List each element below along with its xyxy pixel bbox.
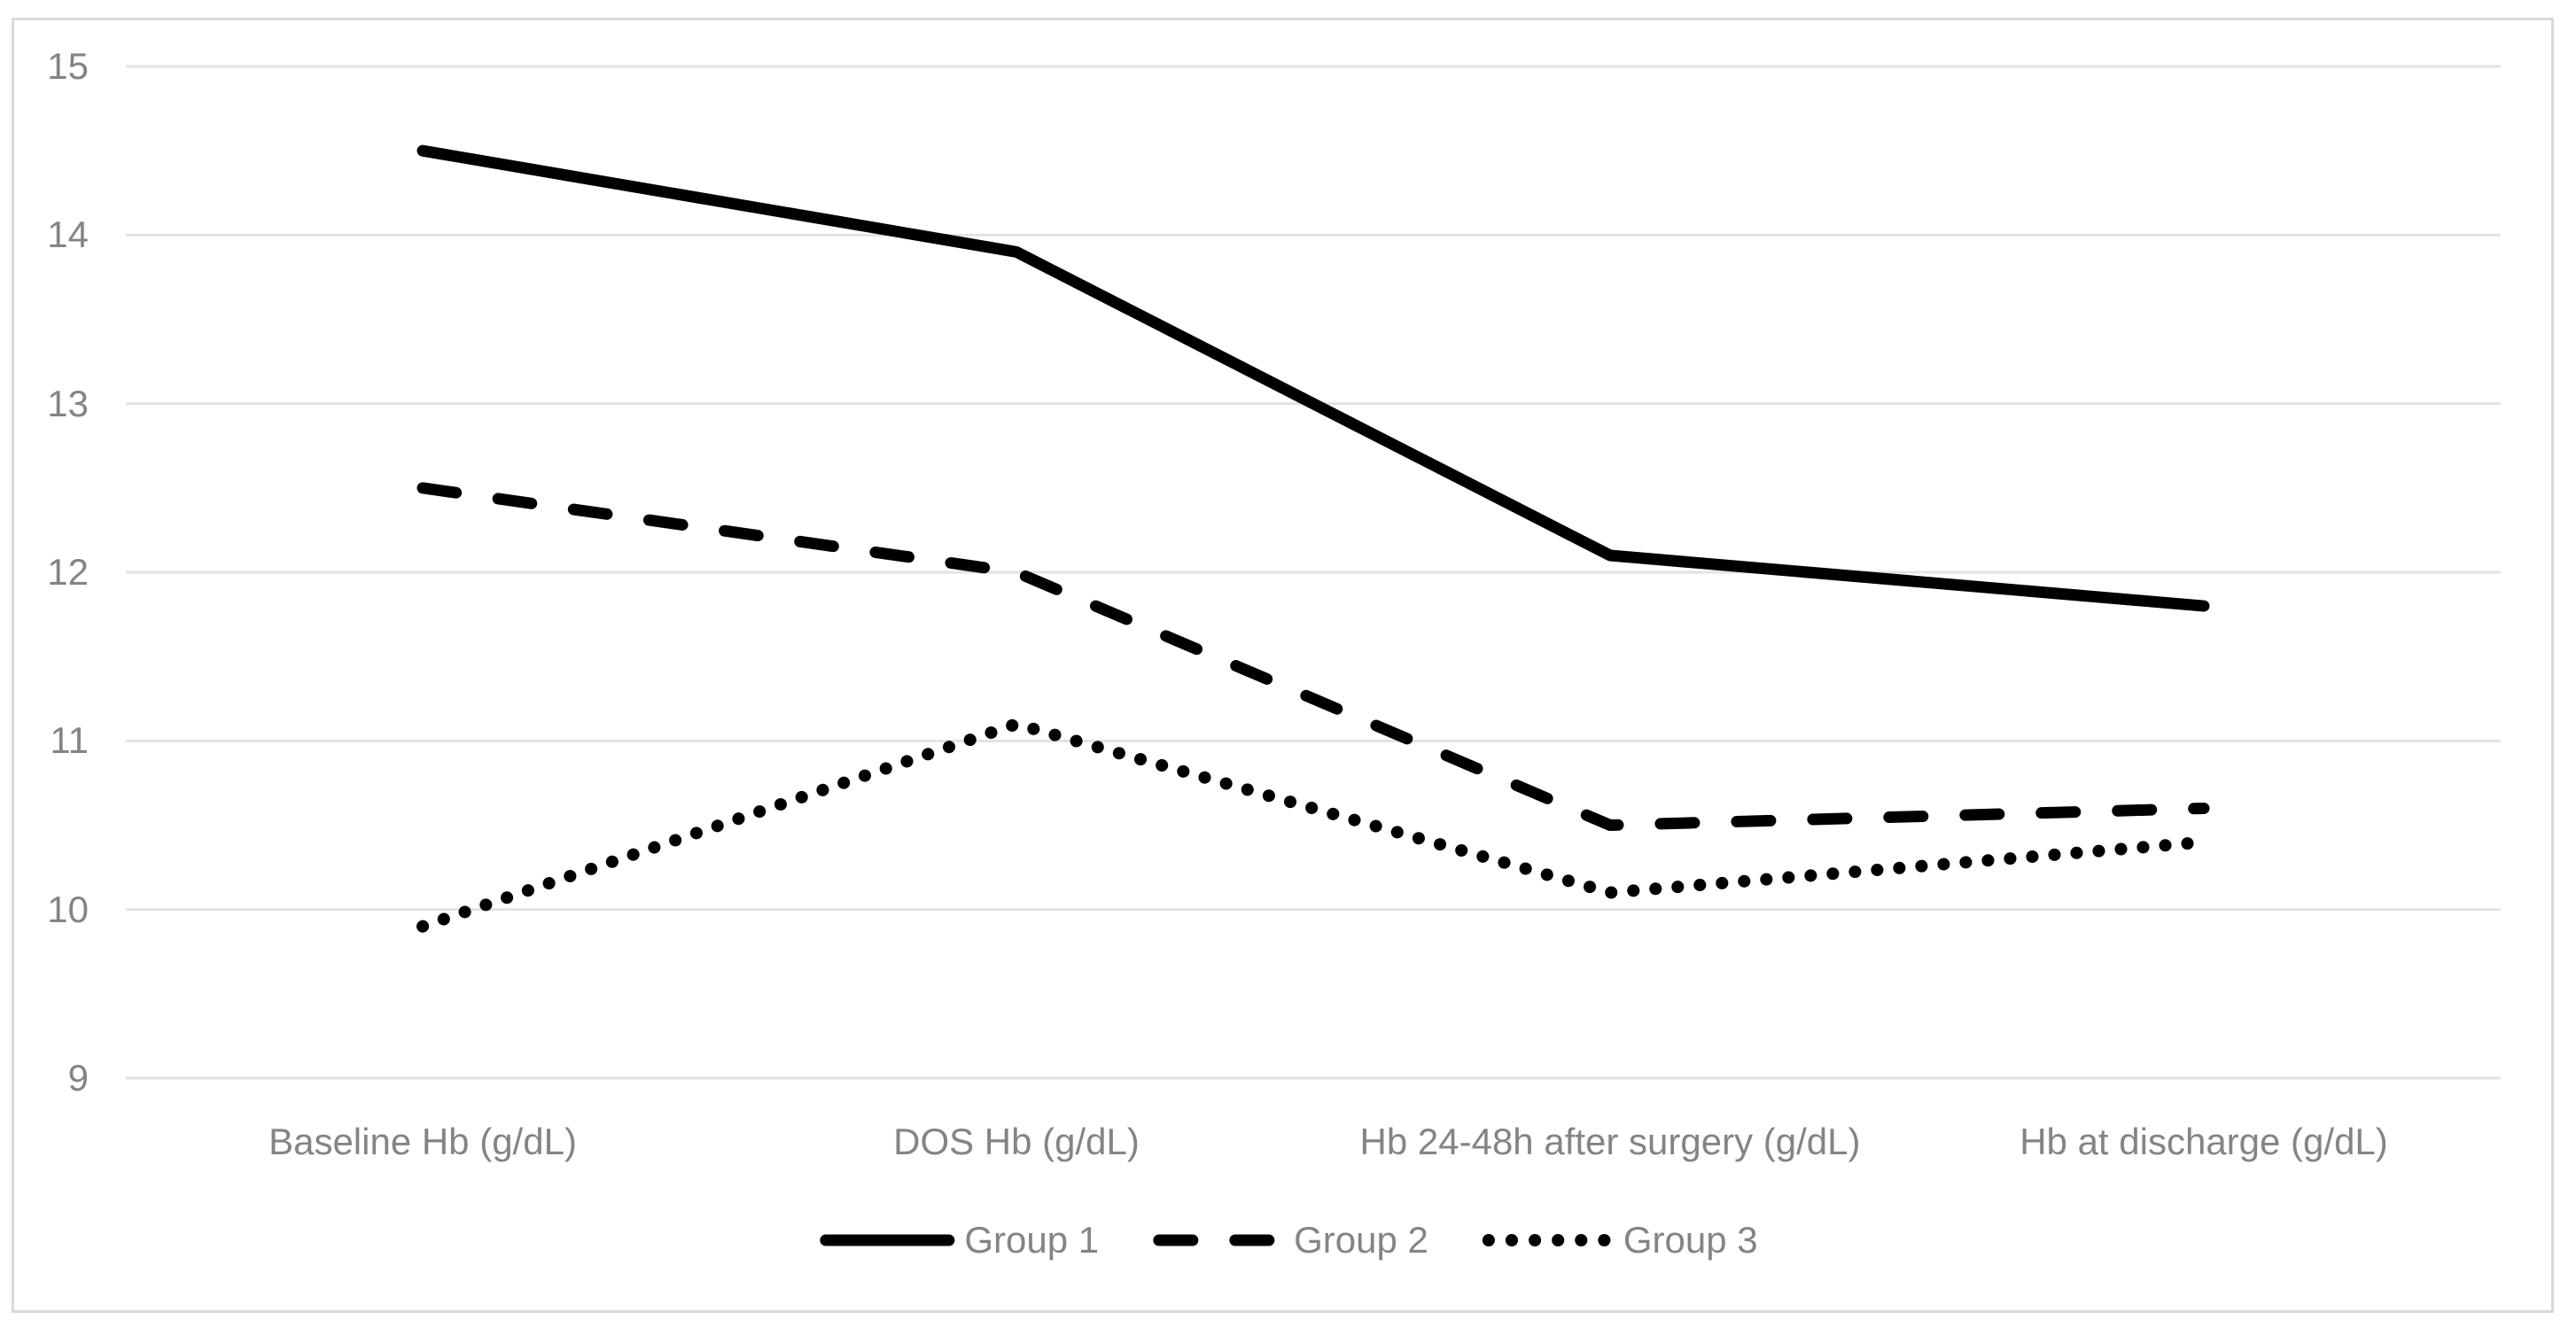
x-category-label: DOS Hb (g/dL) [893,1121,1140,1162]
legend-item-group-2: Group 2 [1152,1215,1428,1265]
legend-label: Group 3 [1623,1219,1758,1261]
y-tick-label: 13 [47,382,89,424]
legend-item-group-1: Group 1 [818,1215,1099,1265]
y-tick-label: 9 [67,1057,89,1098]
chart-frame [12,18,2554,1313]
dotted-line-icon [1482,1234,1614,1246]
y-tick-label: 11 [50,719,89,762]
legend-label: Group 2 [1294,1219,1428,1261]
y-tick-label: 12 [47,551,89,593]
dashed-line-icon [1153,1234,1284,1246]
y-tick-label: 14 [47,213,89,256]
y-tick-label: 15 [47,45,89,87]
x-category-label: Hb 24-48h after surgery (g/dL) [1359,1121,1861,1162]
solid-line-icon [819,1234,954,1246]
chart-legend: Group 1 Group 2 Group 3 [818,1215,1758,1265]
series-line-group-2 [416,482,2210,831]
legend-item-group-3: Group 3 [1482,1215,1758,1265]
series-line-group-1 [416,144,2210,612]
y-tick-label: 10 [47,888,89,930]
series-line-group-3 [416,718,2210,933]
x-category-label: Baseline Hb (g/dL) [268,1121,577,1162]
legend-label: Group 1 [964,1219,1100,1261]
x-category-label: Hb at discharge (g/dL) [2020,1121,2388,1162]
